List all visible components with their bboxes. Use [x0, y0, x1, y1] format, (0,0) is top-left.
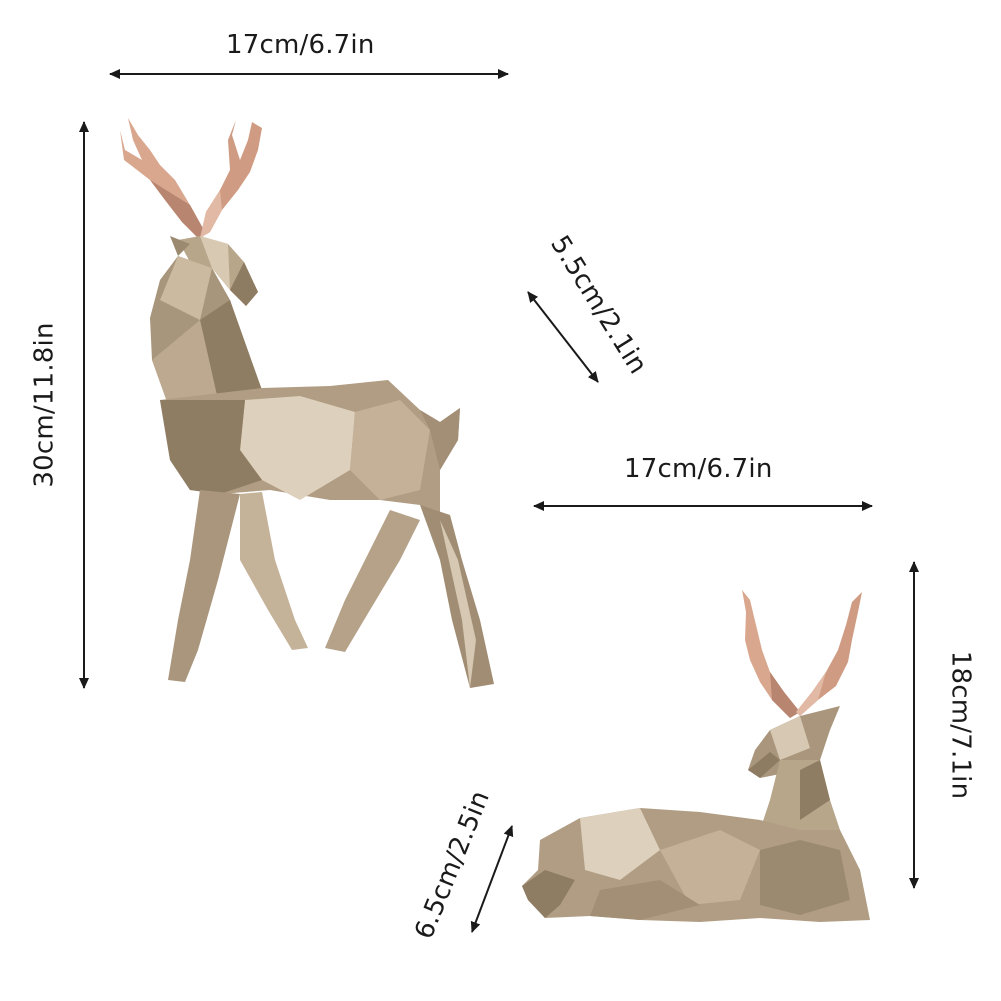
- lying-deer-antlers: [742, 590, 862, 718]
- lying-depth-arrow: [470, 825, 514, 933]
- standing-deer-neck: [150, 256, 262, 410]
- standing-height-label: 30cm/11.8in: [29, 322, 60, 488]
- lying-deer-body: [522, 808, 870, 922]
- lying-deer-neck: [760, 760, 840, 840]
- standing-deer-body: [160, 380, 460, 520]
- lying-height-label: 18cm/7.1in: [945, 650, 976, 800]
- standing-depth-arrow: [527, 291, 599, 383]
- standing-width-label: 17cm/6.7in: [226, 30, 375, 60]
- lying-width-label: 17cm/6.7in: [624, 454, 773, 484]
- standing-deer-antlers: [120, 118, 262, 240]
- standing-deer-head: [170, 236, 258, 306]
- standing-deer-legs: [168, 490, 494, 688]
